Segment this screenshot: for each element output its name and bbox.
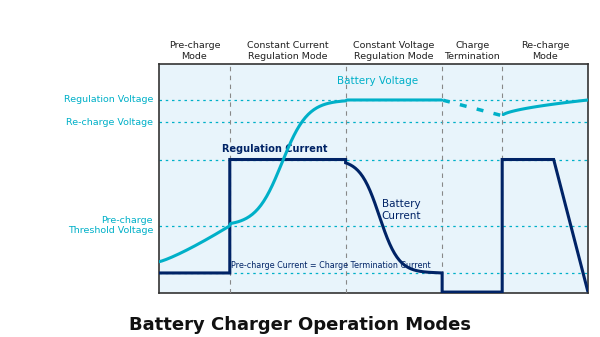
Text: Battery
Current: Battery Current [382, 199, 421, 221]
Text: Regulation Current: Regulation Current [222, 144, 328, 154]
Text: Charge
Termination: Charge Termination [444, 41, 500, 61]
Text: Constant Current
Regulation Mode: Constant Current Regulation Mode [247, 41, 329, 61]
Text: Re-charge Voltage: Re-charge Voltage [66, 118, 153, 127]
Text: Constant Voltage
Regulation Mode: Constant Voltage Regulation Mode [353, 41, 434, 61]
Text: Pre-charge Current = Charge Termination Current: Pre-charge Current = Charge Termination … [231, 261, 430, 270]
Text: Re-charge
Mode: Re-charge Mode [521, 41, 569, 61]
Text: Pre-charge
Mode: Pre-charge Mode [169, 41, 220, 61]
Text: Regulation Voltage: Regulation Voltage [64, 95, 153, 104]
Text: Pre-charge
Threshold Voltage: Pre-charge Threshold Voltage [68, 216, 153, 236]
Text: Battery Voltage: Battery Voltage [337, 76, 418, 87]
Text: Battery Charger Operation Modes: Battery Charger Operation Modes [129, 316, 471, 334]
